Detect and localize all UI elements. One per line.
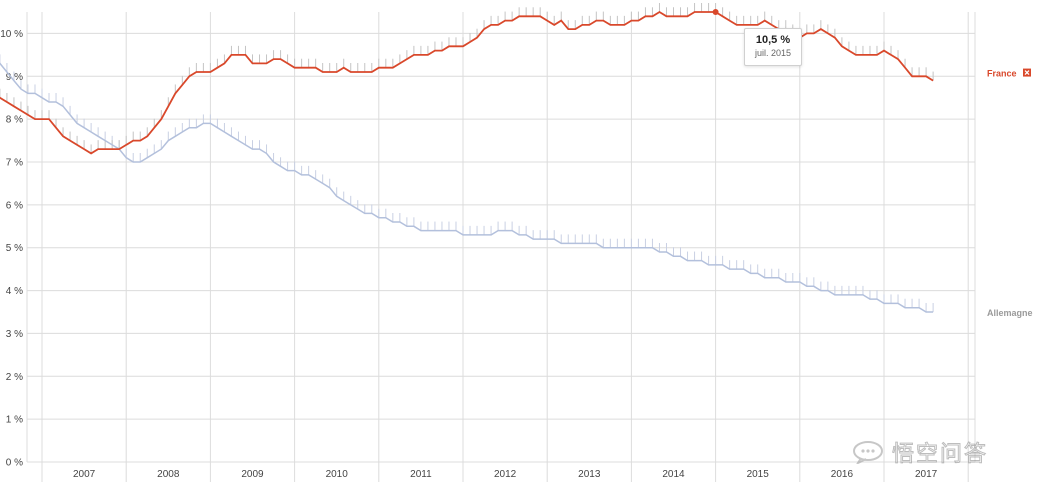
y-tick-label: 4 % [6, 286, 23, 297]
y-tick-label: 7 % [6, 158, 23, 169]
allemagne-tick-marks [0, 54, 934, 312]
y-tick-label: 3 % [6, 329, 23, 340]
x-tick-label: 2017 [915, 469, 938, 480]
y-tick-label: 6 % [6, 200, 23, 211]
y-tick-label: 1 % [6, 415, 23, 426]
data-tooltip: 10,5 % juil. 2015 [744, 28, 802, 66]
watermark: 悟空问答 [852, 437, 989, 468]
x-tick-label: 2010 [326, 469, 349, 480]
allemagne-series-label[interactable]: Allemagne [987, 308, 1033, 318]
y-tick-label: 8 % [6, 115, 23, 126]
y-axis-tick-labels: 0 % 1 % 2 % 3 % 4 % 5 % 6 % 7 % 8 % 9 % 10 % [0, 29, 23, 469]
france-series-label[interactable]: France [987, 69, 1017, 79]
tooltip-date: juil. 2015 [754, 48, 792, 58]
x-tick-label: 2015 [747, 469, 770, 480]
x-tick-label: 2014 [662, 469, 685, 480]
x-tick-label: 2016 [831, 469, 854, 480]
france-series-line [0, 10, 934, 155]
y-tick-label: 0 % [6, 458, 23, 469]
y-tick-label: 9 % [6, 72, 23, 83]
x-tick-label: 2012 [494, 469, 517, 480]
tooltip-value: 10,5 % [755, 34, 791, 46]
highlight-point[interactable] [712, 9, 719, 15]
x-tick-label: 2011 [410, 469, 432, 480]
x-tick-label: 2008 [157, 469, 180, 480]
y-tick-label: 2 % [6, 372, 23, 383]
close-box-icon[interactable] [1023, 68, 1031, 77]
watermark-text: 悟空问答 [891, 442, 989, 468]
x-tick-label: 2007 [73, 469, 96, 480]
close-box-cross [1024, 70, 1030, 76]
france-tick-marks [0, 3, 934, 154]
y-tick-label: 10 % [0, 29, 23, 40]
horizontal-gridlines [27, 32, 975, 463]
chat-bubble-icon [853, 441, 883, 464]
allemagne-series-line [0, 62, 934, 313]
x-tick-label: 2009 [241, 469, 264, 480]
x-axis-tick-labels: 2007 2008 2009 2010 2011 2012 2013 2014 2015 2016… [73, 469, 938, 480]
x-tick-label: 2013 [578, 469, 601, 480]
vertical-gridlines [26, 12, 976, 482]
y-tick-label: 5 % [6, 243, 23, 254]
